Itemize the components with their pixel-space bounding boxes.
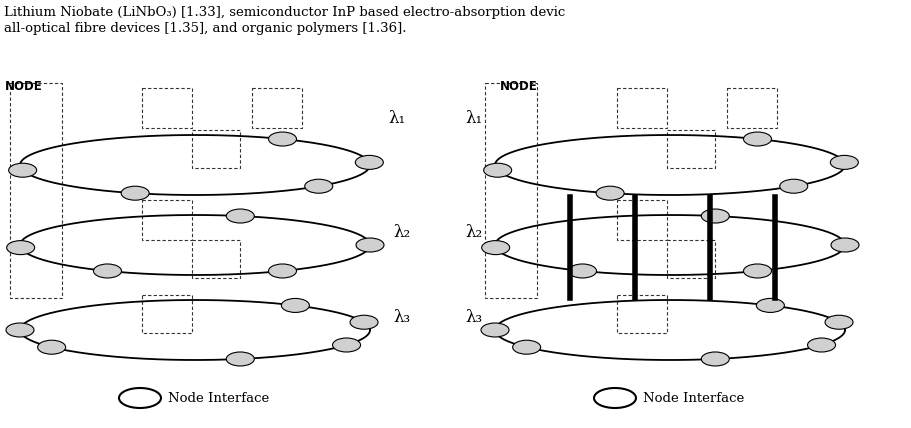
Bar (142, 88, 192, 128)
Ellipse shape (304, 179, 333, 193)
Text: Lithium Niobate (LiNbO₃) [1.33], semiconductor InP based electro-absorption devi: Lithium Niobate (LiNbO₃) [1.33], semicon… (4, 6, 565, 19)
Ellipse shape (568, 264, 596, 278)
Ellipse shape (350, 315, 378, 329)
Bar (142, 295, 192, 333)
Ellipse shape (742, 264, 771, 278)
Text: λ₁: λ₁ (465, 110, 482, 127)
Ellipse shape (8, 163, 36, 177)
Bar (617, 88, 666, 128)
Ellipse shape (226, 352, 254, 366)
Ellipse shape (355, 155, 383, 169)
Text: Node Interface: Node Interface (642, 392, 743, 404)
Text: λ₃: λ₃ (393, 309, 410, 326)
Ellipse shape (779, 179, 807, 193)
Ellipse shape (701, 209, 729, 223)
Ellipse shape (268, 264, 296, 278)
Bar (666, 240, 714, 278)
Bar (617, 295, 666, 333)
Ellipse shape (121, 186, 149, 200)
Text: λ₁: λ₁ (387, 110, 404, 127)
Ellipse shape (742, 132, 771, 146)
Text: λ₂: λ₂ (393, 223, 410, 241)
Ellipse shape (829, 155, 857, 169)
Bar (10, 83, 62, 298)
Ellipse shape (596, 186, 623, 200)
Ellipse shape (480, 323, 508, 337)
Ellipse shape (37, 340, 66, 354)
Ellipse shape (333, 338, 360, 352)
Text: Node Interface: Node Interface (168, 392, 269, 404)
Ellipse shape (824, 315, 852, 329)
Ellipse shape (806, 338, 834, 352)
Ellipse shape (94, 264, 121, 278)
Bar (251, 88, 302, 128)
Bar (142, 200, 192, 240)
Bar (485, 83, 537, 298)
Bar (192, 130, 240, 168)
Ellipse shape (512, 340, 540, 354)
Ellipse shape (830, 238, 858, 252)
Ellipse shape (226, 209, 254, 223)
Ellipse shape (6, 241, 35, 255)
Text: NODE: NODE (5, 80, 43, 93)
Text: NODE: NODE (499, 80, 537, 93)
Ellipse shape (755, 298, 783, 312)
Ellipse shape (355, 238, 384, 252)
Ellipse shape (483, 163, 511, 177)
Text: all-optical fibre devices [1.35], and organic polymers [1.36].: all-optical fibre devices [1.35], and or… (4, 22, 406, 35)
Ellipse shape (268, 132, 296, 146)
Ellipse shape (118, 388, 161, 408)
Bar (726, 88, 776, 128)
Ellipse shape (281, 298, 309, 312)
Text: λ₂: λ₂ (465, 223, 482, 241)
Bar (666, 130, 714, 168)
Ellipse shape (481, 241, 509, 255)
Bar (192, 240, 240, 278)
Ellipse shape (6, 323, 34, 337)
Ellipse shape (701, 352, 729, 366)
Ellipse shape (593, 388, 635, 408)
Bar (617, 200, 666, 240)
Text: λ₃: λ₃ (465, 309, 482, 326)
